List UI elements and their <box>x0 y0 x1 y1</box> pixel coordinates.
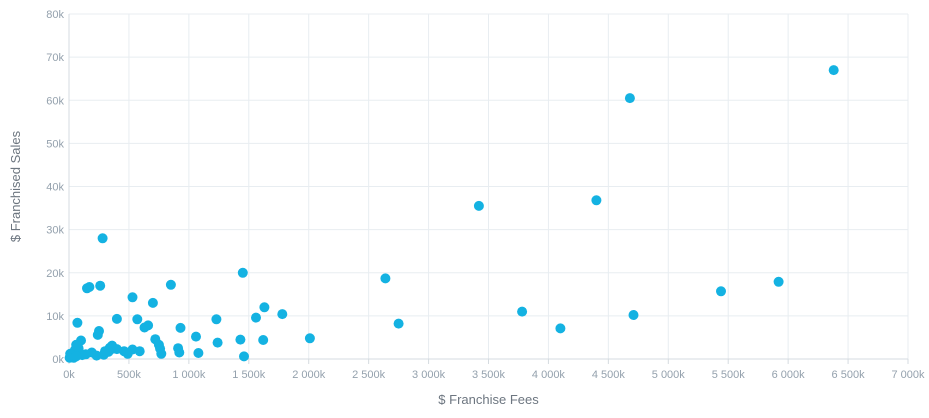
x-tick-label: 5 500k <box>712 369 746 381</box>
y-axis-title: $ Franchised Sales <box>8 130 23 242</box>
x-tick-label: 500k <box>117 369 141 381</box>
data-point <box>82 283 92 294</box>
data-point <box>380 273 391 284</box>
data-point <box>111 313 122 324</box>
data-point <box>191 331 201 342</box>
x-tick-label: 4 500k <box>592 369 626 381</box>
data-point <box>277 309 288 320</box>
data-points <box>64 65 839 363</box>
data-point <box>175 322 186 333</box>
x-axis-title: $ Franchise Fees <box>438 392 539 407</box>
x-tick-label: 7 000k <box>891 369 925 381</box>
data-point <box>127 292 138 303</box>
data-point <box>828 65 839 76</box>
data-point <box>555 323 566 334</box>
x-tick-label: 6 500k <box>832 369 866 381</box>
y-tick-label: 40k <box>46 182 64 194</box>
data-point <box>235 334 246 345</box>
x-tick-labels: 0k 500k 1 000k 1 500k 2 000k 2 500k 3 000k 3 50… <box>63 369 925 381</box>
data-point <box>95 280 106 291</box>
data-point <box>259 302 270 313</box>
x-tick-label: 6 000k <box>772 369 806 381</box>
data-point <box>165 279 176 290</box>
data-point <box>304 333 315 344</box>
x-tick-label: 2 500k <box>352 369 386 381</box>
y-tick-labels: 0k 10k 20k 30k 40k 50k 60k 70k 80k <box>46 9 64 366</box>
x-tick-label: 5 000k <box>652 369 686 381</box>
data-point <box>92 329 103 340</box>
data-point <box>628 310 639 320</box>
x-tick-label: 4 000k <box>532 369 566 381</box>
data-point <box>624 93 635 104</box>
x-tick-label: 3 500k <box>472 369 506 381</box>
data-point <box>237 267 248 278</box>
data-point <box>211 314 222 325</box>
y-tick-label: 0k <box>52 354 64 366</box>
data-point <box>773 276 784 287</box>
x-tick-label: 3 000k <box>412 369 446 381</box>
data-point <box>139 322 150 333</box>
data-point <box>239 351 249 362</box>
y-tick-label: 60k <box>46 95 64 107</box>
x-tick-label: 1 000k <box>172 369 206 381</box>
data-point <box>72 317 83 328</box>
data-point <box>193 348 204 358</box>
data-point <box>393 318 404 329</box>
axes <box>68 14 909 364</box>
y-tick-label: 50k <box>46 138 64 150</box>
data-point <box>97 233 108 244</box>
y-tick-label: 20k <box>46 268 64 280</box>
data-point <box>212 337 223 348</box>
x-tick-label: 2 000k <box>292 369 326 381</box>
x-tick-label: 0k <box>63 369 75 381</box>
y-tick-label: 10k <box>46 311 64 323</box>
x-tick-label: 1 500k <box>232 369 266 381</box>
data-point <box>591 195 602 206</box>
data-point <box>251 312 261 323</box>
data-point <box>147 297 158 308</box>
data-point <box>258 335 269 345</box>
data-point <box>132 314 143 325</box>
grid-lines <box>69 13 909 359</box>
data-point <box>473 200 484 211</box>
data-point <box>156 348 167 359</box>
y-tick-label: 30k <box>46 225 64 237</box>
y-tick-label: 70k <box>46 52 64 64</box>
y-tick-label: 80k <box>46 9 64 21</box>
data-point <box>174 347 185 358</box>
data-point <box>716 286 726 297</box>
data-point <box>71 351 82 362</box>
data-point <box>517 306 528 317</box>
